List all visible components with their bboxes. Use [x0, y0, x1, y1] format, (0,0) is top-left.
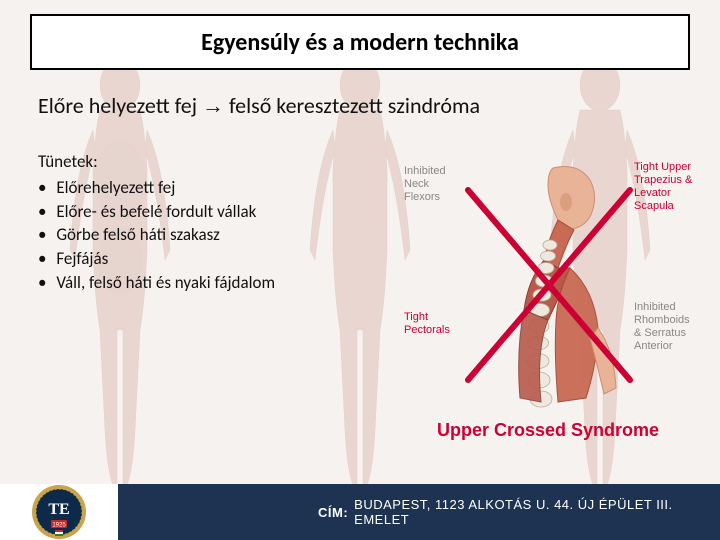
diagram-caption: Upper Crossed Syndrome	[398, 420, 698, 441]
dlabel: & Serratus	[634, 327, 686, 339]
dlabel: Anterior	[634, 340, 673, 352]
symptoms-label: Tünetek:	[38, 150, 368, 174]
dlabel: Inhibited	[404, 165, 446, 177]
subtitle-left: Előre helyezett fej	[38, 92, 197, 119]
dlabel: Trapezius &	[634, 174, 693, 186]
dlabel: Levator	[634, 187, 671, 199]
svg-text:Tight Upper Trapezius: Tight Upper Trapezius & Levator Scapula	[634, 161, 695, 212]
dlabel: Inhibited	[634, 301, 676, 313]
badge-year: 1925	[52, 523, 66, 529]
slide-root: Egyensúly és a modern technika Előre hel…	[0, 0, 720, 540]
footer-cim-label: CÍM:	[318, 505, 348, 520]
slide-title: Egyensúly és a modern technika	[201, 28, 519, 57]
dlabel: Tight Upper	[634, 161, 691, 173]
dlabel: Flexors	[404, 191, 441, 203]
footer-address: BUDAPEST, 1123 ALKOTÁS U. 44. ÚJ ÉPÜLET …	[354, 497, 720, 527]
list-item: Előre- és befelé fordult vállak	[38, 200, 368, 224]
slide-footer: TE 1925 CÍM: BUDAPEST, 1123 ALKOTÁS U. 4…	[0, 484, 720, 540]
symptoms-list: Előrehelyezett fej Előre- és befelé ford…	[38, 176, 368, 295]
list-item: Váll, felső háti és nyaki fájdalom	[38, 271, 368, 295]
upper-crossed-diagram: Inhibited Neck Flexors Tight Pectorals T…	[398, 150, 698, 420]
dlabel: Tight	[404, 311, 428, 323]
list-item: Előrehelyezett fej	[38, 176, 368, 200]
subtitle-right: felső keresztezett szindróma	[229, 92, 480, 119]
dlabel: Pectorals	[404, 324, 450, 336]
slide-subtitle: Előre helyezett fej → felső keresztezett…	[38, 92, 480, 119]
footer-address-bar: CÍM: BUDAPEST, 1123 ALKOTÁS U. 44. ÚJ ÉP…	[118, 484, 720, 540]
list-item: Görbe felső háti szakasz	[38, 223, 368, 247]
te-logo-badge: TE 1925	[31, 484, 87, 540]
svg-text:Inhibited Rhomboids: Inhibited Rhomboids & Serratus Anterior	[634, 301, 693, 352]
symptoms-block: Tünetek: Előrehelyezett fej Előre- és be…	[38, 150, 368, 295]
arrow-icon: →	[202, 93, 224, 118]
dlabel: Rhomboids	[634, 314, 690, 326]
dlabel: Scapula	[634, 200, 675, 212]
badge-text: TE	[48, 501, 69, 518]
title-box: Egyensúly és a modern technika	[30, 14, 690, 70]
svg-text:Inhibited Neck: Inhibited Neck Flexors	[404, 165, 449, 203]
dlabel: Neck	[404, 178, 430, 190]
list-item: Fejfájás	[38, 247, 368, 271]
svg-text:Tight Pectorals: Tight Pectorals	[404, 311, 450, 336]
footer-badge-area: TE 1925	[0, 484, 118, 540]
